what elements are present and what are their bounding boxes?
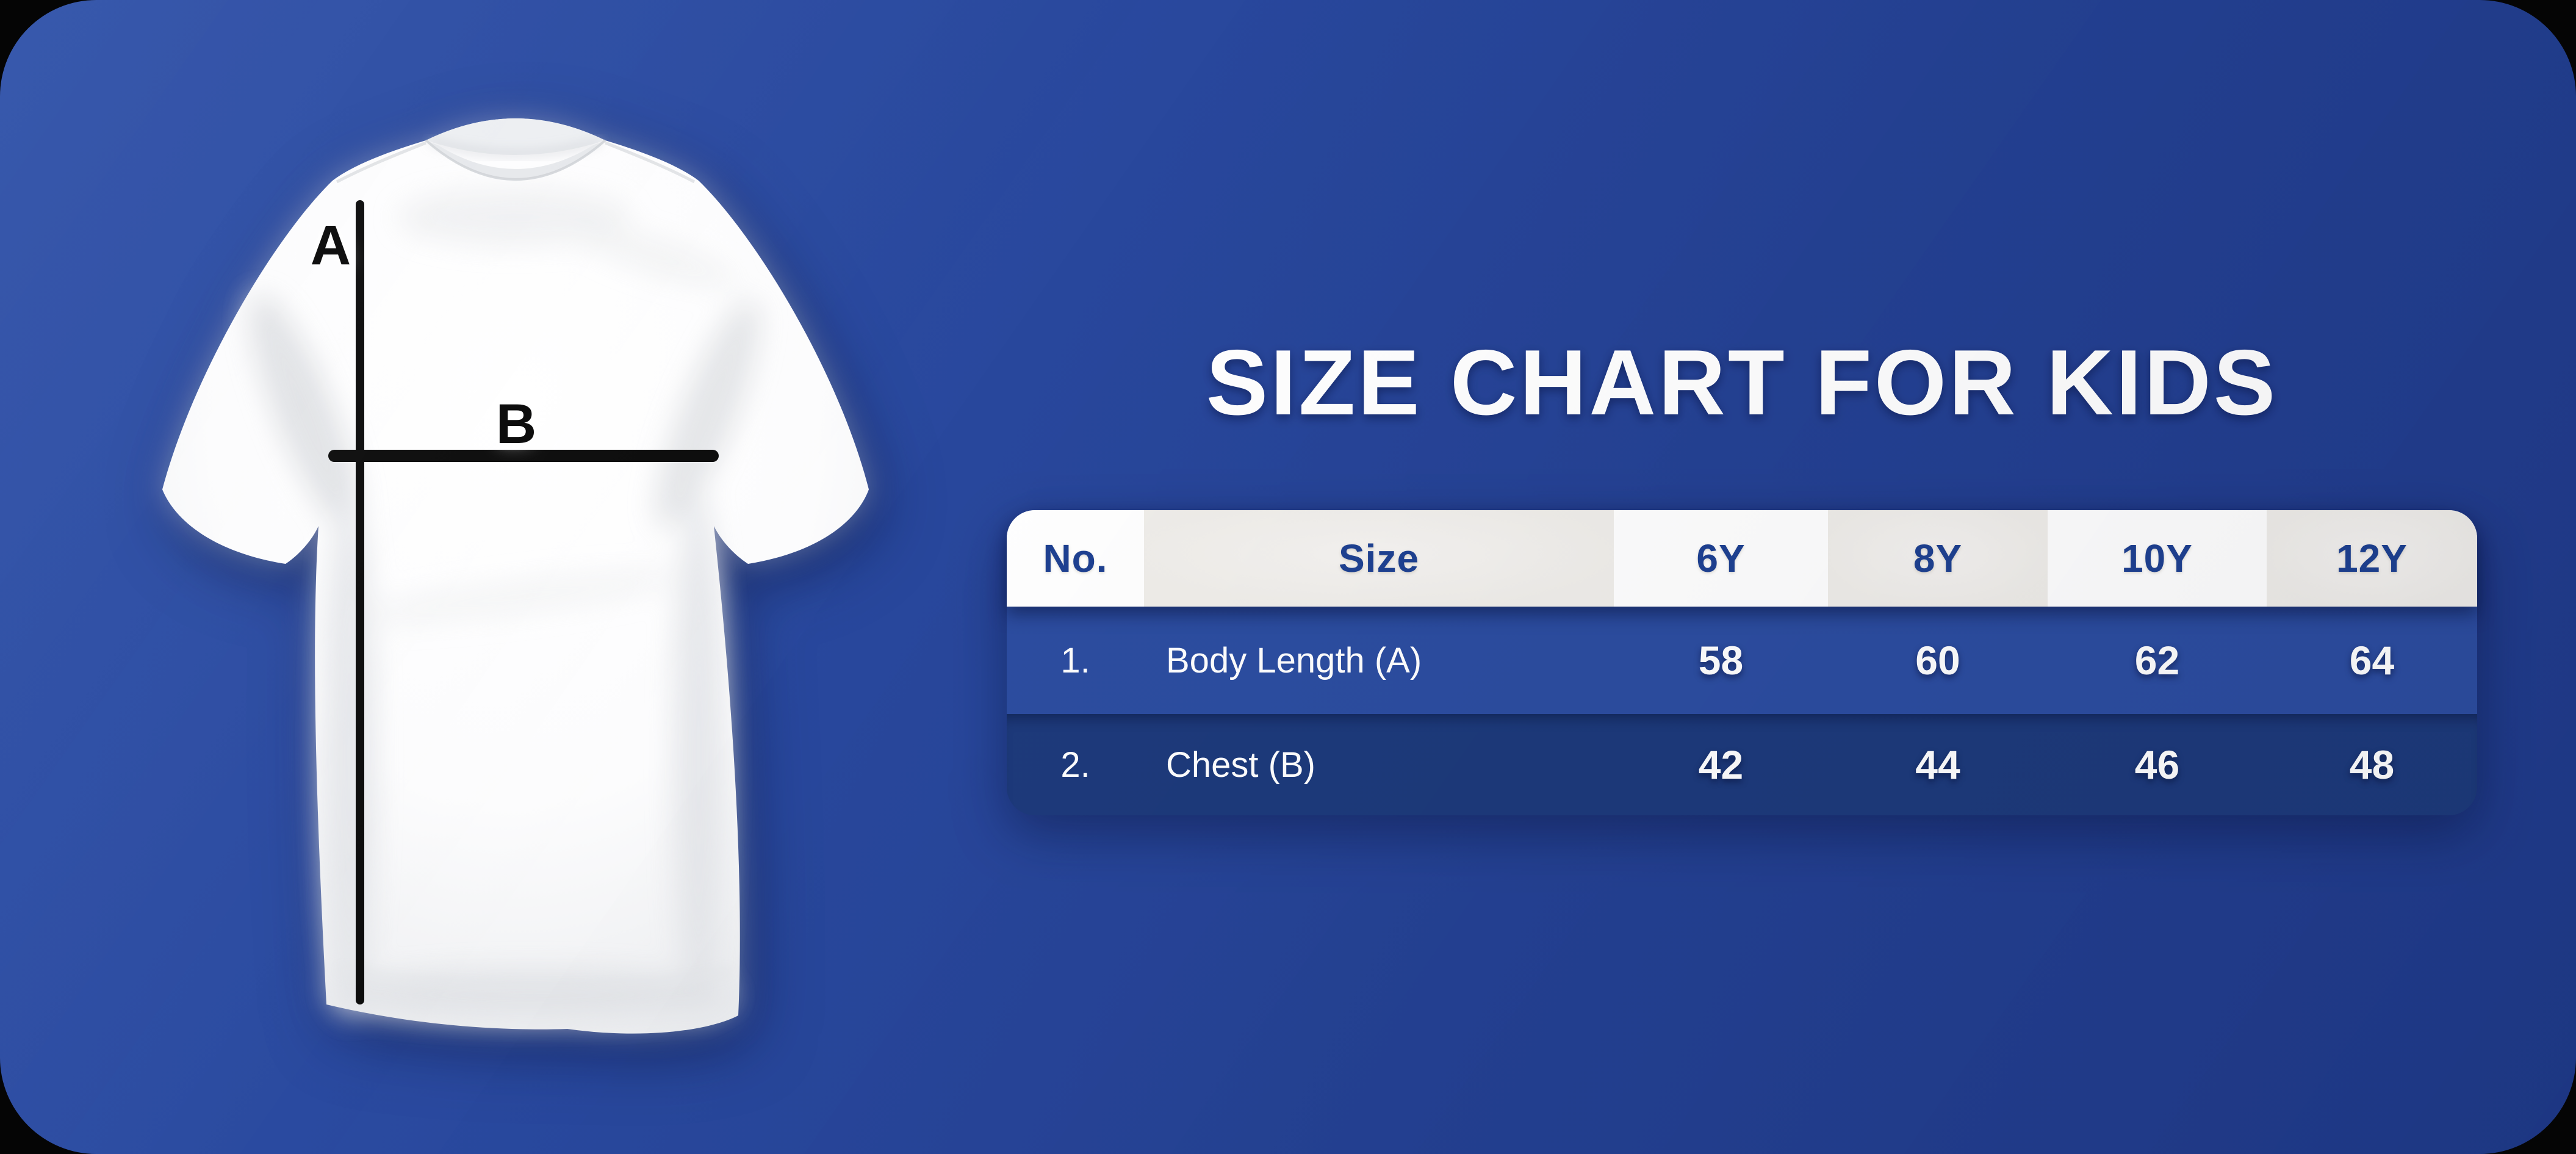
table-header-row: No. Size 6Y 8Y 10Y 12Y <box>1007 510 2477 607</box>
row-value: 42 <box>1698 742 1744 787</box>
header-cell-no: No. <box>1007 510 1144 607</box>
tshirt-collar-back <box>426 118 605 155</box>
tshirt-collar-band-edge <box>425 139 606 181</box>
measurement-line-b <box>328 450 719 462</box>
tshirt-shoulder-seam-right <box>605 141 696 184</box>
tshirt-collar-back-shadow <box>430 140 601 156</box>
tshirt-graphic <box>162 118 869 1034</box>
row-number: 2. <box>1060 745 1090 785</box>
row-value: 44 <box>1915 742 1960 787</box>
size-table: No. Size 6Y 8Y 10Y 12Y 1. Body Length (A… <box>1007 510 2477 815</box>
row-label: Chest (B) <box>1166 745 1315 785</box>
row-value: 64 <box>2349 638 2395 683</box>
page-title: SIZE CHART FOR KIDS <box>1206 331 2278 435</box>
header-cell-10y: 10Y <box>2048 510 2267 607</box>
row-value: 46 <box>2134 742 2180 787</box>
table-row-body-length: 1. Body Length (A) 58 60 62 64 <box>1007 607 2477 714</box>
measurement-label-a: A <box>310 214 351 276</box>
tshirt-hem-seam <box>337 966 732 993</box>
row-label: Body Length (A) <box>1166 640 1422 680</box>
row-number: 1. <box>1060 640 1090 680</box>
header-cell-6y: 6Y <box>1614 510 1828 607</box>
header-cell-size: Size <box>1144 510 1614 607</box>
table-row-chest: 2. Chest (B) 42 44 46 48 <box>1007 714 2477 815</box>
header-cell-12y: 12Y <box>2267 510 2477 607</box>
header-cell-8y: 8Y <box>1828 510 2048 607</box>
measurement-label-b: B <box>495 393 537 455</box>
tshirt-outline <box>162 118 869 1034</box>
tshirt-shoulder-seam-left <box>336 141 426 184</box>
measurement-line-a <box>356 200 364 1004</box>
row-value: 62 <box>2134 638 2180 683</box>
row-value: 58 <box>1698 638 1744 683</box>
row-value: 48 <box>2349 742 2395 787</box>
row-value: 60 <box>1915 638 1960 683</box>
